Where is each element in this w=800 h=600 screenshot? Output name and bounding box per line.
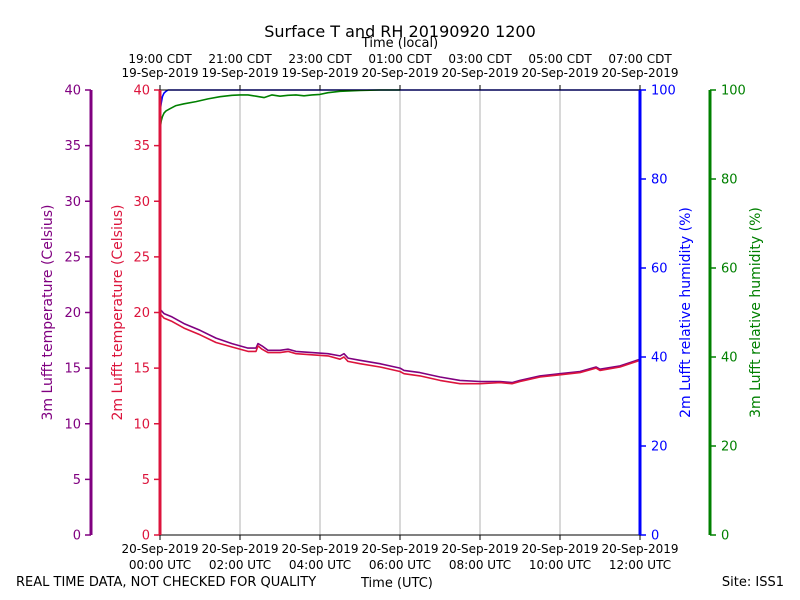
axis-tick-label-t2m-7: 35 (133, 139, 150, 154)
top-tick-date-4: 20-Sep-2019 (441, 66, 518, 80)
time-ticks: 20-Sep-2019 00:00 UTC 20-Sep-2019 02:00 UTC… (121, 52, 678, 572)
axis-tick-label-t2m-5: 25 (133, 250, 150, 265)
axis-tick-label-rh3m-4: 80 (721, 173, 738, 188)
axis-tick-label-t3m-8: 40 (64, 84, 81, 99)
top-axis-label: Time (local) (361, 36, 438, 51)
axis-tick-label-rh2m-3: 60 (651, 262, 668, 277)
axis-tick-label-rh2m-0: 0 (651, 529, 659, 544)
top-tick-time-2: 23:00 CDT (288, 52, 352, 66)
bottom-tick-time-3: 06:00 UTC (369, 558, 431, 572)
site-label: Site: ISS1 (721, 575, 784, 590)
axis-tick-label-t2m-6: 30 (133, 195, 150, 210)
bottom-tick-time-0: 00:00 UTC (129, 558, 191, 572)
axis-title-rh3m: 3m Lufft relative humidity (%) (748, 207, 764, 418)
axis-tick-label-rh3m-5: 100 (721, 84, 746, 99)
axis-tick-label-t2m-1: 5 (142, 473, 150, 488)
axis-tick-label-rh2m-5: 100 (651, 84, 676, 99)
bottom-tick-date-6: 20-Sep-2019 (601, 542, 678, 556)
chart-title: Surface T and RH 20190920 1200 (264, 22, 536, 41)
axis-title-t3m: 3m Lufft temperature (Celsius) (40, 204, 56, 420)
axis-tick-label-t3m-4: 20 (64, 306, 81, 321)
bottom-tick-date-5: 20-Sep-2019 (521, 542, 598, 556)
axis-tick-label-t2m-3: 15 (133, 362, 150, 377)
bottom-tick-time-2: 04:00 UTC (289, 558, 351, 572)
top-tick-date-0: 19-Sep-2019 (121, 66, 198, 80)
bottom-tick-time-5: 10:00 UTC (529, 558, 591, 572)
series-line-t2m (159, 313, 641, 385)
axis-tick-label-t3m-5: 25 (64, 250, 81, 265)
axis-tick-label-rh3m-3: 60 (721, 262, 738, 277)
top-tick-date-6: 20-Sep-2019 (601, 66, 678, 80)
axis-tick-label-t3m-7: 35 (64, 139, 81, 154)
axis-tick-label-t3m-1: 5 (73, 473, 81, 488)
axis-title-t2m: 2m Lufft temperature (Celsius) (110, 204, 126, 420)
series-line-t3m (159, 308, 641, 384)
axis-tick-label-t2m-0: 0 (142, 529, 150, 544)
axis-tick-label-t2m-2: 10 (133, 417, 150, 432)
bottom-tick-date-3: 20-Sep-2019 (361, 542, 438, 556)
axis-tick-label-rh3m-2: 40 (721, 351, 738, 366)
series-line-rh3m (159, 89, 400, 131)
axis-tick-label-rh2m-1: 20 (651, 440, 668, 455)
axis-tick-label-t3m-6: 30 (64, 195, 81, 210)
top-tick-time-6: 07:00 CDT (608, 52, 672, 66)
axis-tick-label-rh2m-2: 40 (651, 351, 668, 366)
top-tick-time-0: 19:00 CDT (128, 52, 192, 66)
top-tick-date-1: 19-Sep-2019 (201, 66, 278, 80)
quality-note: REAL TIME DATA, NOT CHECKED FOR QUALITY (16, 575, 317, 590)
top-tick-time-1: 21:00 CDT (208, 52, 272, 66)
bottom-tick-time-4: 08:00 UTC (449, 558, 511, 572)
axis-tick-label-t2m-8: 40 (133, 84, 150, 99)
bottom-tick-date-2: 20-Sep-2019 (281, 542, 358, 556)
top-tick-date-3: 20-Sep-2019 (361, 66, 438, 80)
bottom-tick-date-0: 20-Sep-2019 (121, 542, 198, 556)
bottom-tick-time-6: 12:00 UTC (609, 558, 671, 572)
axis-tick-label-t3m-2: 10 (64, 417, 81, 432)
axis-tick-label-t2m-4: 20 (133, 306, 150, 321)
axis-tick-label-rh2m-4: 80 (651, 173, 668, 188)
axes: 0 5 10 15 20 25 30 35 40 3m Lufft temperature (Ce… (40, 84, 764, 544)
top-tick-time-4: 03:00 CDT (448, 52, 512, 66)
bottom-axis-label: Time (UTC) (361, 576, 433, 591)
bottom-tick-date-4: 20-Sep-2019 (441, 542, 518, 556)
axis-tick-label-t3m-0: 0 (73, 529, 81, 544)
axis-title-rh2m: 2m Lufft relative humidity (%) (678, 207, 694, 418)
top-tick-date-2: 19-Sep-2019 (281, 66, 358, 80)
top-tick-date-5: 20-Sep-2019 (521, 66, 598, 80)
bottom-tick-time-1: 02:00 UTC (209, 558, 271, 572)
top-tick-time-5: 05:00 CDT (528, 52, 592, 66)
axis-tick-label-t3m-3: 15 (64, 362, 81, 377)
top-tick-time-3: 01:00 CDT (368, 52, 432, 66)
grid-lines (239, 90, 561, 535)
axis-tick-label-rh3m-0: 0 (721, 529, 729, 544)
axis-tick-label-rh3m-1: 20 (721, 440, 738, 455)
bottom-tick-date-1: 20-Sep-2019 (201, 542, 278, 556)
